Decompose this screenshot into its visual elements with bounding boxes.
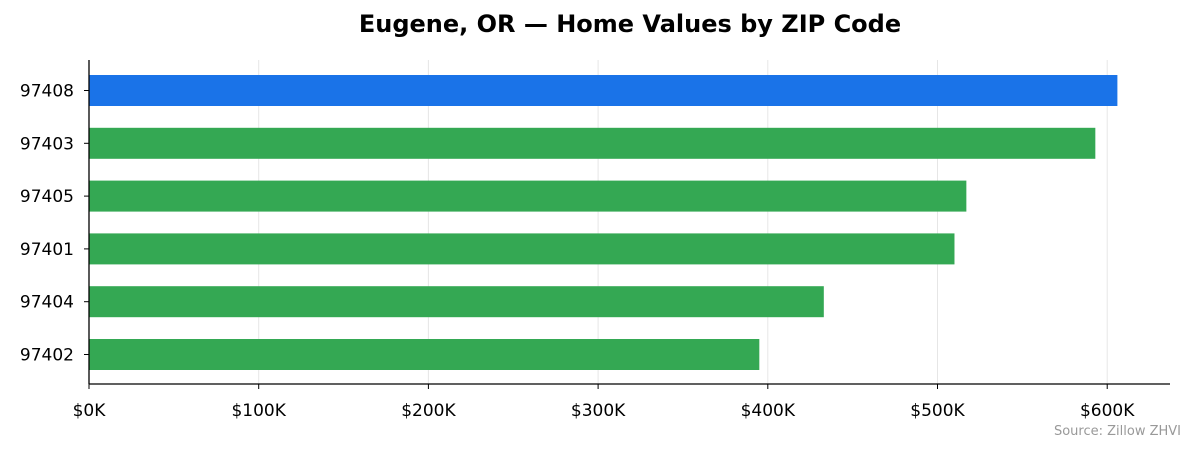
x-tick-label: $100K (231, 401, 286, 421)
y-tick-label: 97403 (20, 134, 74, 154)
y-tick-label: 97402 (20, 346, 74, 366)
x-tick-label: $500K (910, 401, 965, 421)
bar-97401 (89, 233, 955, 265)
x-tick-label: $400K (741, 401, 796, 421)
bar-97402 (89, 339, 760, 370)
bar-97404 (89, 286, 824, 318)
chart-title: Eugene, OR — Home Values by ZIP Code (358, 10, 902, 38)
x-tick-label: $0K (73, 401, 107, 421)
x-tick-label: $200K (401, 401, 456, 421)
y-tick-label: 97404 (20, 293, 74, 313)
x-tick-label: $600K (1080, 401, 1135, 421)
y-tick-label: 97405 (20, 187, 74, 207)
bar-97405 (89, 180, 967, 212)
y-tick-label: 97401 (20, 240, 74, 260)
y-tick-label: 97408 (20, 82, 74, 102)
bar-97408 (89, 75, 1118, 106)
source-note: Source: Zillow ZHVI (1053, 424, 1181, 439)
x-tick-label: $300K (571, 401, 626, 421)
bar-97403 (89, 127, 1096, 159)
